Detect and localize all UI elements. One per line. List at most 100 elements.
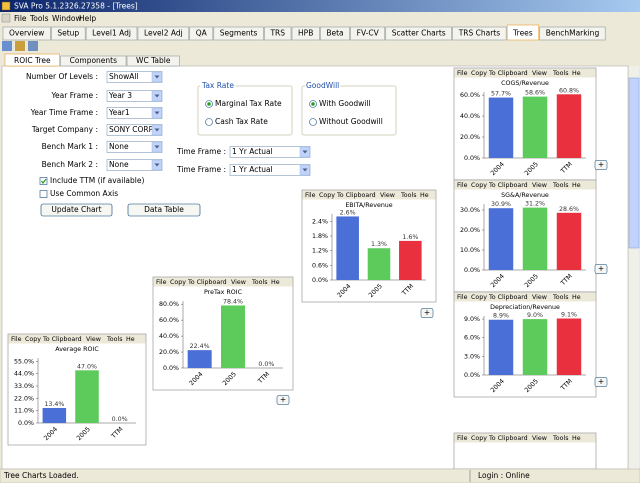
tab-label[interactable]: Level1 Adj (92, 29, 131, 38)
subtab[interactable] (60, 55, 127, 67)
checkbox-label[interactable]: Include TTM (if available) (50, 176, 144, 185)
dropdown[interactable] (106, 90, 163, 102)
chart-menu-item[interactable]: Copy To Clipboard (170, 279, 227, 286)
radio[interactable] (309, 118, 317, 126)
toolbar-icon[interactable] (15, 41, 25, 51)
expand-button[interactable] (594, 264, 608, 274)
chart-menu-item[interactable]: Copy To Clipboard (25, 336, 82, 343)
tab[interactable] (264, 26, 292, 41)
expand-button-label[interactable]: + (598, 264, 604, 273)
chart-menu-item[interactable]: File (457, 435, 468, 442)
chart-menu-item[interactable]: Copy To Clipboard (471, 294, 528, 301)
menu-item[interactable]: Tools (29, 14, 49, 23)
chart-menu-item[interactable]: Tools (552, 435, 569, 442)
tab-label[interactable]: Trees (512, 29, 533, 38)
dropdown-value[interactable]: 1 Yr Actual (232, 147, 273, 156)
tab-label[interactable]: Beta (326, 29, 343, 38)
expand-button[interactable] (594, 377, 608, 387)
dropdown-value[interactable]: Year1 (108, 108, 130, 117)
chart-menu-item[interactable]: File (457, 182, 468, 189)
tab[interactable] (291, 26, 320, 41)
dropdown[interactable] (106, 107, 163, 119)
tab[interactable] (385, 26, 453, 41)
tab-label[interactable]: TRS Charts (458, 29, 501, 38)
tab[interactable] (213, 26, 264, 41)
menu-item[interactable]: File (14, 14, 27, 23)
button-label[interactable]: Data Table (144, 205, 184, 214)
tab-label[interactable]: TRS (269, 29, 285, 38)
expand-button-label[interactable]: + (598, 377, 604, 386)
dropdown[interactable] (106, 159, 163, 171)
tab[interactable] (350, 26, 386, 41)
chart-menu-item[interactable]: Tools (552, 182, 569, 189)
dropdown-value[interactable]: None (109, 160, 129, 169)
subtab[interactable] (126, 55, 180, 67)
tab[interactable] (506, 24, 540, 41)
chart-menu-item[interactable]: Copy To Clipboard (319, 192, 376, 199)
radio[interactable] (205, 118, 213, 126)
tab-label[interactable]: Setup (57, 29, 79, 38)
checkbox[interactable] (39, 190, 48, 198)
checkbox[interactable] (39, 177, 48, 185)
chart-menu-item[interactable]: File (156, 279, 167, 286)
tab[interactable] (320, 26, 350, 41)
chart-menu-item[interactable]: View (532, 435, 547, 442)
chart-menu-item[interactable]: File (457, 294, 468, 301)
chart-menu-item[interactable]: He (572, 294, 581, 301)
tab-label[interactable]: QA (196, 29, 208, 38)
dropdown[interactable] (229, 146, 311, 158)
tab-label[interactable]: BenchMarking (546, 29, 600, 38)
expand-button-label[interactable]: + (598, 160, 604, 169)
chart-menu-item[interactable]: He (271, 279, 280, 286)
chart-menu-item[interactable]: View (532, 294, 547, 301)
chart-menu-item[interactable]: View (380, 192, 395, 199)
dropdown[interactable] (106, 124, 163, 136)
subtab-label[interactable]: Components (70, 56, 118, 65)
radio-label[interactable]: Without Goodwill (319, 117, 383, 126)
tab[interactable] (452, 26, 507, 41)
toolbar-icon[interactable] (28, 41, 38, 51)
tab-label[interactable]: Level2 Adj (144, 29, 183, 38)
dropdown[interactable] (106, 71, 163, 83)
chart-menu-item[interactable]: File (305, 192, 316, 199)
chart-menu-item[interactable]: Tools (106, 336, 123, 343)
dropdown-value[interactable]: SONY CORP (109, 125, 154, 134)
menu-item[interactable]: Window (52, 14, 82, 23)
tab[interactable] (85, 26, 138, 41)
chart-menu-item[interactable]: View (231, 279, 246, 286)
radio-label[interactable]: Marginal Tax Rate (215, 99, 282, 108)
button[interactable] (40, 203, 113, 217)
chart-menu-item[interactable]: He (420, 192, 429, 199)
dropdown-value[interactable]: None (109, 142, 129, 151)
dropdown[interactable] (229, 164, 311, 176)
tab[interactable] (189, 26, 214, 41)
tab-label[interactable]: Segments (220, 29, 258, 38)
expand-button[interactable] (276, 395, 290, 405)
chart-menu-item[interactable]: He (572, 182, 581, 189)
scrollbar-thumb[interactable] (628, 77, 640, 249)
chart-menu-item[interactable]: He (126, 336, 135, 343)
chart-menu-item[interactable]: He (572, 435, 581, 442)
dropdown[interactable] (106, 141, 163, 153)
radio-label[interactable]: With Goodwill (319, 99, 371, 108)
tab-label[interactable]: Overview (9, 29, 44, 38)
chart-menu-item[interactable]: Tools (400, 192, 417, 199)
dropdown-value[interactable]: ShowAll (109, 72, 139, 81)
chart-menu-item[interactable]: Tools (251, 279, 268, 286)
menu-item[interactable]: Help (79, 14, 96, 23)
chart-menu-item[interactable]: File (457, 70, 468, 77)
chart-menu-item[interactable]: View (86, 336, 101, 343)
chart-menu-item[interactable]: Copy To Clipboard (471, 182, 528, 189)
chart-menu-item[interactable]: Tools (552, 294, 569, 301)
chart-menu-item[interactable]: He (572, 70, 581, 77)
dropdown-value[interactable]: Year 3 (108, 91, 132, 100)
chart-menu-item[interactable]: Copy To Clipboard (471, 435, 528, 442)
tab-label[interactable]: Scatter Charts (392, 29, 446, 38)
expand-button[interactable] (420, 308, 434, 318)
subtab-label[interactable]: WC Table (136, 56, 171, 65)
button-label[interactable]: Update Chart (51, 205, 101, 214)
expand-button[interactable] (594, 160, 608, 170)
scrollbar[interactable] (629, 66, 639, 469)
tab[interactable] (2, 26, 51, 41)
subtab[interactable] (4, 53, 60, 67)
